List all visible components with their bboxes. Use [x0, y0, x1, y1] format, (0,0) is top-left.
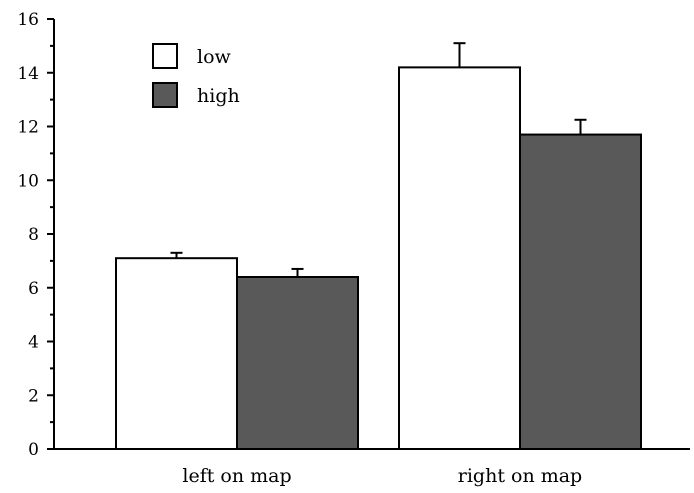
y-tick-label: 14: [17, 64, 39, 84]
category-label: left on map: [182, 465, 291, 487]
legend: low high: [152, 43, 240, 108]
y-tick-label: 12: [17, 118, 39, 138]
bar-high-0: [236, 276, 359, 450]
category-label: right on map: [458, 465, 582, 487]
bar-low-1: [398, 66, 521, 450]
y-tick-label: 4: [28, 333, 39, 353]
legend-label-low: low: [197, 46, 232, 68]
legend-label-high: high: [197, 85, 240, 107]
legend-swatch-high: [152, 82, 178, 108]
bars: left on map right on map: [115, 42, 642, 487]
bar-high-1: [519, 133, 642, 450]
y-tick-label: 16: [17, 10, 39, 30]
y-tick-label: 0: [28, 440, 39, 460]
y-tick-label: 2: [28, 386, 39, 406]
y-tick-label: 10: [17, 171, 39, 191]
y-tick-label: 6: [28, 279, 39, 299]
bar-low-0: [115, 257, 238, 450]
y-tick-label: 8: [28, 225, 39, 245]
legend-swatch-low: [152, 43, 178, 69]
